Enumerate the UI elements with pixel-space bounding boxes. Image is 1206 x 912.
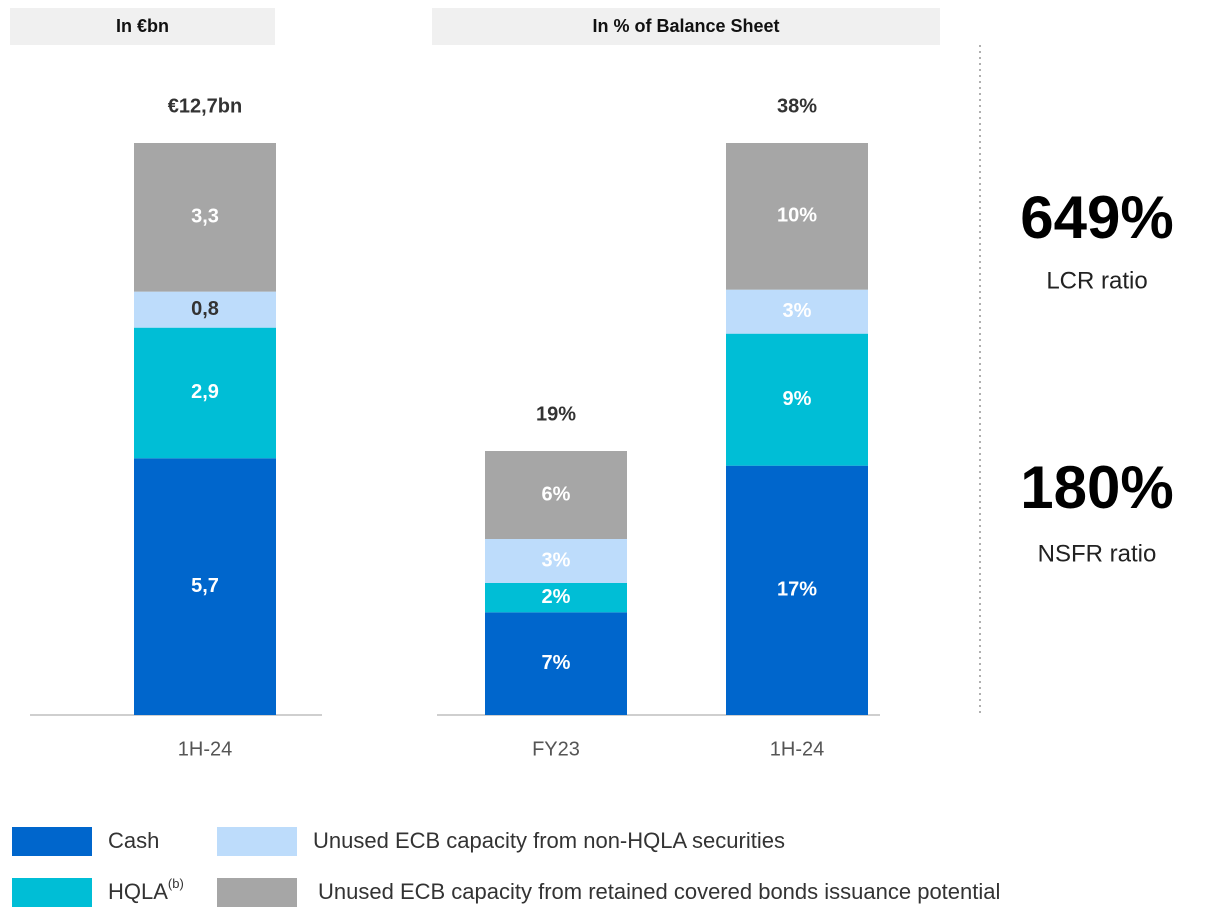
kpi-label: LCR ratio <box>1046 267 1147 294</box>
panel-header <box>432 8 940 45</box>
legend-swatch <box>12 878 92 907</box>
data-label: 3% <box>542 549 571 571</box>
bar-segment <box>726 289 868 334</box>
bar-segment <box>485 451 627 539</box>
legend-swatch <box>12 827 92 856</box>
x-tick-label: FY23 <box>532 738 580 760</box>
legend-label: Unused ECB capacity from retained covere… <box>318 879 1000 904</box>
bar-segment <box>485 583 627 613</box>
bar-segment <box>134 458 276 715</box>
data-label: 9% <box>783 388 812 410</box>
legend-superscript: (b) <box>168 876 184 891</box>
kpi-value: 180% <box>1020 454 1173 521</box>
legend-swatch <box>217 827 297 856</box>
x-tick-label: 1H-24 <box>178 738 232 760</box>
bar-segment <box>485 612 627 715</box>
data-label: 7% <box>542 652 571 674</box>
data-label: 17% <box>777 579 817 601</box>
legend-name: Cash <box>108 828 159 853</box>
data-label: 2,9 <box>191 381 219 403</box>
legend-name: Unused ECB capacity from non-HQLA securi… <box>313 828 785 853</box>
bar-segment <box>726 333 868 466</box>
data-label: 10% <box>777 205 817 227</box>
data-label: 5,7 <box>191 575 219 597</box>
bar-segment <box>726 465 868 715</box>
kpi-label: NSFR ratio <box>1038 540 1157 567</box>
data-label: 3% <box>783 300 812 322</box>
panel-title: In % of Balance Sheet <box>592 16 779 36</box>
legend-label: HQLA(b) <box>108 876 184 903</box>
data-label: 6% <box>542 483 571 505</box>
panel-header <box>10 8 275 45</box>
bar-segment <box>134 143 276 292</box>
total-label: €12,7bn <box>168 95 242 117</box>
legend-name: Unused ECB capacity from retained covere… <box>318 879 1000 904</box>
panel-title: In €bn <box>116 16 169 36</box>
total-label: 38% <box>777 95 817 117</box>
bar-segment <box>726 143 868 290</box>
kpi-value: 649% <box>1020 184 1173 251</box>
total-label: 19% <box>536 403 576 425</box>
data-label: 2% <box>542 586 571 608</box>
bar-segment <box>485 539 627 583</box>
data-label: 3,3 <box>191 206 219 228</box>
legend-label: Cash <box>108 828 159 853</box>
legend-swatch <box>217 878 297 907</box>
bar-segment <box>134 291 276 328</box>
legend-label: Unused ECB capacity from non-HQLA securi… <box>313 828 785 853</box>
x-tick-label: 1H-24 <box>770 738 824 760</box>
bar-segment <box>134 327 276 459</box>
legend-name: HQLA <box>108 879 168 904</box>
data-label: 0,8 <box>191 298 219 320</box>
